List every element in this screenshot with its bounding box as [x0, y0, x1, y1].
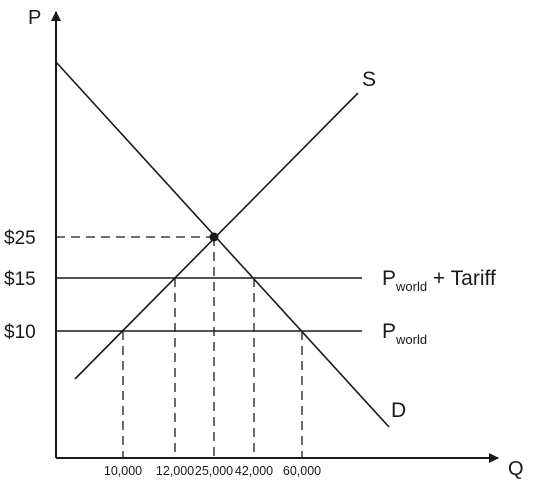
x-tick-label-60000: 60,000: [283, 464, 321, 478]
x-tick-label-42000: 42,000: [235, 464, 273, 478]
demand-label: D: [391, 399, 406, 422]
y-tick-label-10: $10: [4, 322, 36, 343]
equilibrium-point: [209, 232, 219, 242]
x-tick-label-25000: 25,000: [195, 464, 233, 478]
world-price-label-15: Pworld + Tariff: [382, 267, 496, 294]
supply-label: S: [362, 68, 376, 91]
y-tick-label-15: $15: [4, 269, 36, 290]
x-tick-label-12000: 12,000: [156, 464, 194, 478]
demand-curve: [55, 61, 390, 428]
x-axis-label: Q: [508, 458, 524, 480]
world-price-label-10: Pworld: [382, 320, 427, 347]
y-axis-label: P: [28, 7, 41, 29]
y-tick-label-25: $25: [4, 228, 36, 249]
x-tick-label-10000: 10,000: [104, 464, 142, 478]
